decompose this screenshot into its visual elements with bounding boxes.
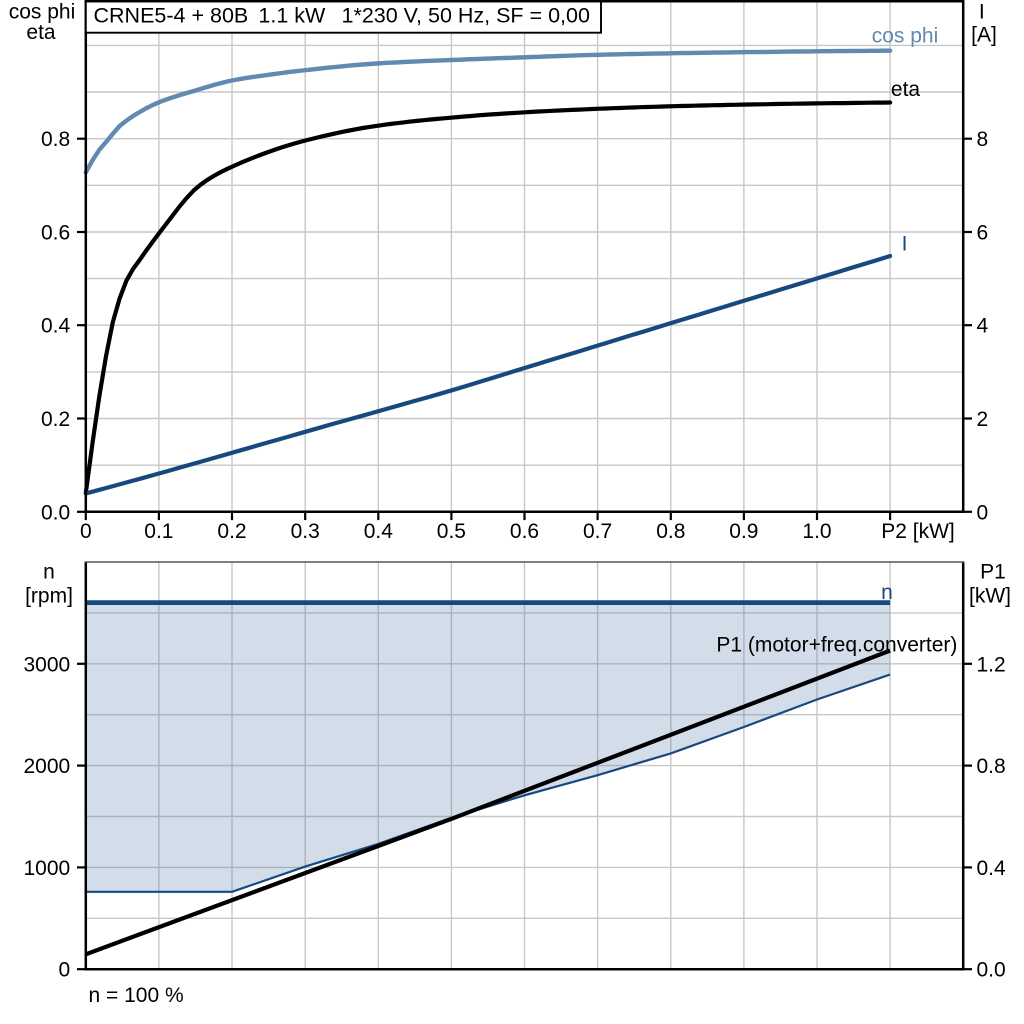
svg-text:n: n (881, 581, 893, 604)
svg-text:0.6: 0.6 (510, 520, 539, 543)
svg-text:P1: P1 (980, 561, 1006, 584)
svg-text:0.4: 0.4 (41, 315, 71, 338)
svg-text:I: I (902, 233, 908, 256)
svg-text:4: 4 (977, 315, 989, 338)
svg-text:0.0: 0.0 (977, 959, 1006, 982)
svg-text:1000: 1000 (23, 857, 70, 880)
svg-text:I: I (979, 1, 985, 24)
svg-text:CRNE5-4 + 80B: CRNE5-4 + 80B (94, 4, 249, 28)
svg-text:0.5: 0.5 (437, 520, 466, 543)
svg-text:6: 6 (977, 222, 989, 245)
svg-text:8: 8 (977, 128, 989, 151)
svg-text:0: 0 (80, 520, 92, 543)
svg-text:0.7: 0.7 (583, 520, 612, 543)
svg-text:3000: 3000 (23, 653, 70, 676)
svg-text:0.8: 0.8 (41, 128, 70, 151)
svg-text:P1 (motor+freq.converter): P1 (motor+freq.converter) (716, 634, 957, 657)
svg-text:0: 0 (59, 959, 71, 982)
svg-text:1.0: 1.0 (802, 520, 831, 543)
svg-text:0.1: 0.1 (144, 520, 173, 543)
svg-text:1*230 V, 50 Hz, SF = 0,00: 1*230 V, 50 Hz, SF = 0,00 (342, 4, 590, 28)
svg-text:2: 2 (977, 408, 989, 431)
svg-text:0.0: 0.0 (41, 501, 70, 524)
svg-text:0.4: 0.4 (977, 857, 1007, 880)
svg-text:1.1 kW: 1.1 kW (258, 4, 326, 28)
svg-text:2000: 2000 (23, 755, 70, 778)
svg-text:P2 [kW]: P2 [kW] (881, 520, 955, 543)
svg-text:eta: eta (891, 78, 921, 101)
svg-text:n = 100 %: n = 100 % (89, 984, 184, 1007)
svg-text:0.8: 0.8 (977, 755, 1006, 778)
svg-text:n: n (43, 561, 55, 584)
svg-text:0.9: 0.9 (729, 520, 758, 543)
svg-text:0: 0 (977, 501, 989, 524)
svg-text:[kW]: [kW] (969, 585, 1011, 608)
svg-text:[A]: [A] (971, 24, 997, 47)
svg-text:0.2: 0.2 (41, 408, 70, 431)
svg-text:0.8: 0.8 (656, 520, 685, 543)
svg-text:cos phi: cos phi (872, 25, 939, 48)
svg-text:0.6: 0.6 (41, 222, 70, 245)
svg-text:cos phi: cos phi (9, 1, 76, 24)
svg-text:0.3: 0.3 (291, 520, 320, 543)
svg-text:0.4: 0.4 (364, 520, 394, 543)
svg-text:eta: eta (26, 21, 56, 44)
svg-text:0.2: 0.2 (217, 520, 246, 543)
svg-text:1.2: 1.2 (977, 653, 1006, 676)
svg-text:[rpm]: [rpm] (25, 585, 73, 608)
